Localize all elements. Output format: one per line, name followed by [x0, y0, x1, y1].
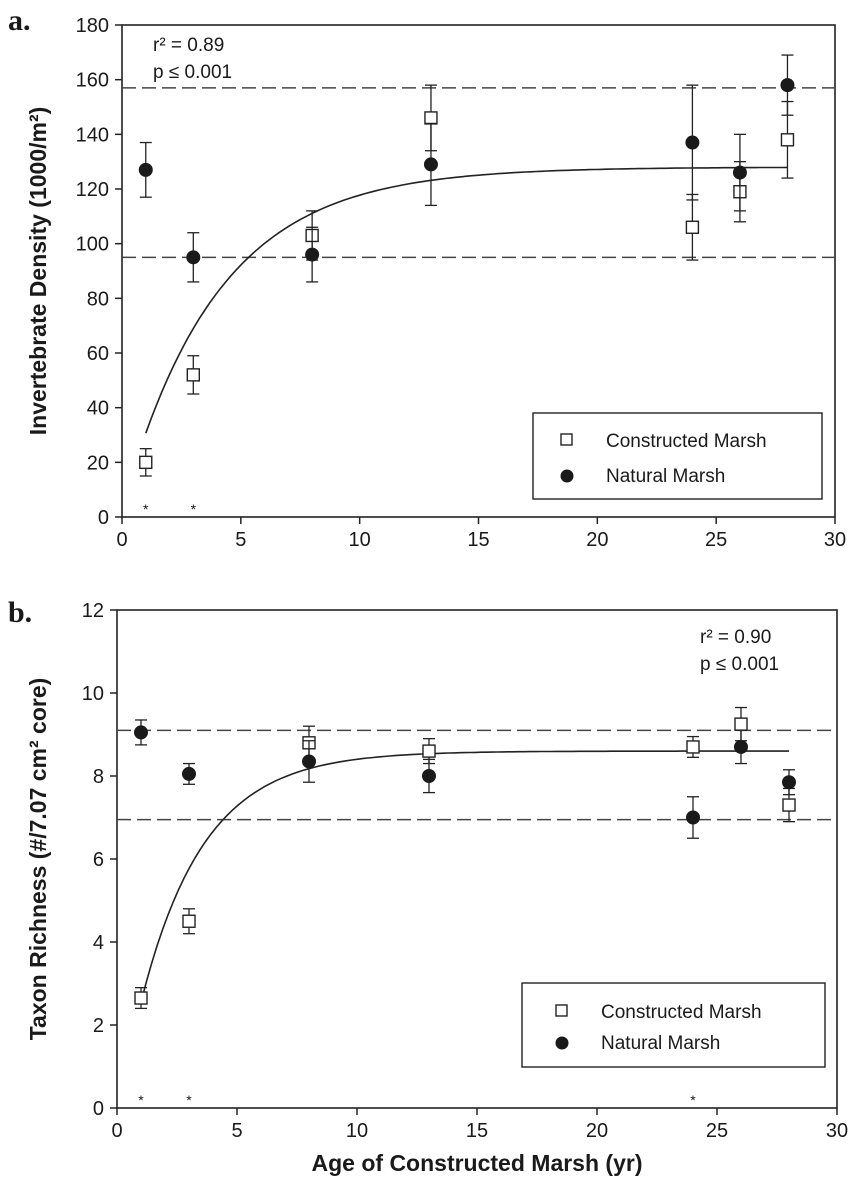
- panel-b-natural-point: [422, 769, 436, 783]
- panel-a-constructed-point: [186, 368, 201, 382]
- panel-a-p-value: p ≤ 0.001: [153, 62, 232, 83]
- panel-b-legend: Constructed Marsh Natural Marsh: [521, 982, 826, 1068]
- panel-b-natural-point: [782, 775, 796, 790]
- panel-b-y-tick-label: 8: [93, 766, 104, 788]
- panel-a: a. 0 5 10 15 20 25 30020406080100120140160180 …: [8, 4, 846, 551]
- panel-b-label: b.: [8, 596, 32, 629]
- panel-a-legend: Constructed Marsh Natural Marsh: [532, 412, 823, 500]
- panel-a-constructed-point: [780, 133, 795, 147]
- panel-b-r-squared: r² = 0.90: [700, 627, 771, 648]
- panel-a-legend-box: [532, 412, 823, 500]
- panel-b-y-tick-label: 6: [93, 849, 104, 871]
- panel-a-y-tick-label: 20: [87, 452, 109, 474]
- panel-b-significance-star: *: [186, 1092, 192, 1108]
- panel-b-x-tick-label: 20: [586, 1120, 608, 1142]
- panel-b-constructed-point: [422, 744, 436, 758]
- panel-a-constructed-point: [685, 220, 700, 234]
- panel-a-y-tick-label: 160: [76, 70, 109, 92]
- panel-b-significance-star: *: [690, 1092, 696, 1108]
- panel-a-label: a.: [8, 4, 31, 37]
- panel-b-legend-natural: Natural Marsh: [601, 1033, 720, 1054]
- panel-a-x-tick-label: 5: [235, 529, 246, 551]
- panel-b-significance: * * *: [138, 1092, 696, 1108]
- panel-a-natural-point: [305, 247, 320, 262]
- panel-a-natural-point: [780, 78, 795, 93]
- panel-a-y-tick-label: 0: [98, 507, 109, 529]
- panel-a-fit: [145, 166, 788, 434]
- panel-b-reference-lines: [117, 729, 837, 821]
- panel-b-legend-square-marker: [555, 1004, 568, 1017]
- panel-a-natural-point: [186, 250, 201, 265]
- panel-a-constructed-point: [139, 455, 153, 470]
- panel-a-y-tick-label: 120: [76, 179, 109, 201]
- panel-b-legend-constructed: Constructed Marsh: [601, 1002, 762, 1023]
- panel-a-legend-square-marker: [560, 433, 573, 446]
- panel-a-fit-curve: [145, 166, 788, 434]
- panel-a-reference-lines: [122, 87, 835, 259]
- panel-b-constructed-point: [182, 914, 196, 928]
- panel-b-points: [134, 706, 796, 1010]
- panel-a-y-tick-label: 140: [76, 124, 109, 146]
- panel-a-y-tick-label: 60: [87, 343, 109, 365]
- panel-b-constructed-point: [782, 798, 796, 812]
- panel-b-x-tick-label: 30: [826, 1120, 848, 1142]
- panel-a-y-tick-label: 80: [87, 288, 109, 310]
- panel-b-x-tick-label: 15: [466, 1120, 488, 1142]
- panel-b-x-tick-label: 5: [231, 1120, 242, 1142]
- panel-a-natural-point: [732, 165, 747, 180]
- panel-b-y-tick-label: 2: [93, 1015, 104, 1037]
- panel-a-legend-natural: Natural Marsh: [606, 466, 725, 487]
- panel-b-natural-point: [734, 739, 748, 754]
- panel-b-constructed-point: [134, 991, 148, 1005]
- panel-b-axes: 0 5 10 15 20 25 30 0 2 4 6 8 10 12: [82, 600, 848, 1142]
- panel-b-legend-circle-marker: [555, 1036, 569, 1050]
- panel-a-axes: 0 5 10 15 20 25 30 0 20 40 60 80 100 120 140 160 180: [76, 15, 847, 551]
- panel-a-legend-circle-marker: [560, 469, 574, 483]
- panel-a-constructed-point: [424, 111, 438, 125]
- panel-a-y-tick-label: 40: [87, 398, 109, 420]
- panel-a-r-squared: r² = 0.89: [153, 35, 224, 56]
- panel-b-natural-point: [182, 766, 196, 781]
- panel-a-legend-constructed: Constructed Marsh: [606, 431, 767, 452]
- panel-b-fit-curve: [140, 750, 789, 1003]
- panel-a-x-tick-label: 10: [349, 529, 371, 551]
- panel-b-x-tick-label: 10: [346, 1120, 368, 1142]
- panel-b-natural-point: [302, 754, 316, 769]
- panel-b-y-tick-label: 0: [93, 1098, 104, 1120]
- panel-a-natural-point: [685, 135, 700, 150]
- panel-b-x-tick-label: 0: [111, 1120, 122, 1142]
- panel-a-natural-point: [138, 162, 153, 177]
- panel-a-x-tick-label: 20: [586, 529, 608, 551]
- panel-a-y-tick-label: 100: [76, 234, 109, 256]
- panel-b-x-axis-title: Age of Constructed Marsh (yr): [312, 1150, 643, 1176]
- panel-a-x-tick-label: 0: [116, 529, 127, 551]
- panel-b-y-tick-label: 12: [82, 600, 104, 622]
- panel-a-significance-star: *: [191, 501, 197, 517]
- panel-b: b. 0 5 10 15 20 25 30 0 2 4 6 8 10 12 * * * Taxon Richn…: [8, 596, 848, 1176]
- panel-b-p-value: p ≤ 0.001: [700, 654, 779, 675]
- panel-b-fit: [140, 750, 789, 1003]
- panel-b-y-tick-label: 10: [82, 683, 104, 705]
- panel-b-y-axis-title: Taxon Richness (#/7.07 cm² core): [25, 678, 51, 1041]
- panel-b-natural-point: [134, 725, 148, 740]
- panel-a-natural-point: [423, 157, 438, 172]
- panel-b-y-tick-label: 4: [93, 932, 104, 954]
- panel-a-significance: * *: [143, 501, 197, 517]
- panel-a-x-tick-label: 25: [705, 529, 727, 551]
- panel-b-x-tick-label: 25: [706, 1120, 728, 1142]
- panel-a-points: [138, 54, 795, 477]
- panel-b-constructed-point: [686, 740, 700, 754]
- panel-a-y-axis-title: Invertebrate Density (1000/m²): [25, 107, 51, 436]
- panel-b-significance-star: *: [138, 1092, 144, 1108]
- panel-b-legend-box: [521, 982, 826, 1068]
- panel-a-y-tick-label: 180: [76, 15, 109, 37]
- panel-a-x-tick-label: 30: [824, 529, 846, 551]
- panel-a-significance-star: *: [143, 501, 149, 517]
- panel-a-x-tick-label: 15: [467, 529, 489, 551]
- panel-b-natural-point: [686, 810, 700, 825]
- panel-b-constructed-point: [734, 717, 748, 731]
